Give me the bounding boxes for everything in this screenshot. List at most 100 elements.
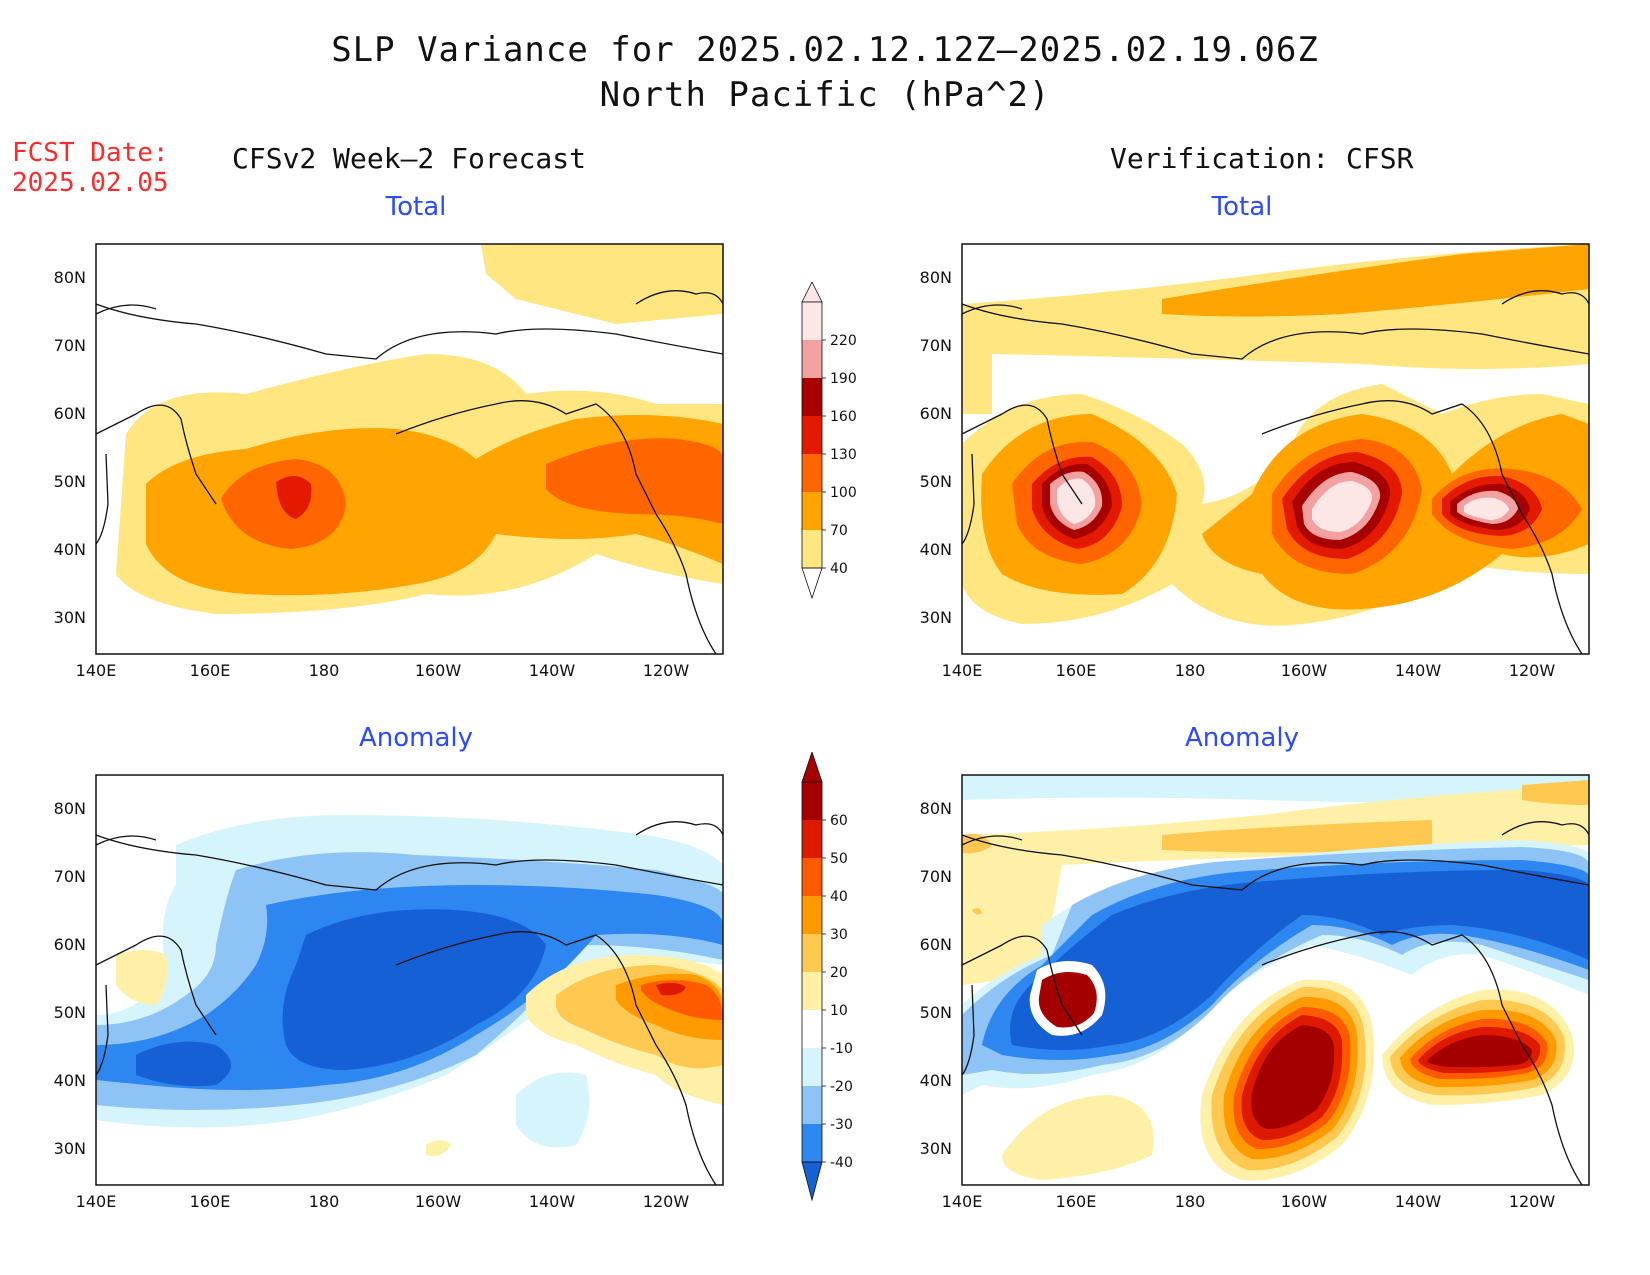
colorbar-anomaly-swatch [802,896,822,934]
map-verification-total: 80N 70N 60N 50N 40N 30N 140E 160E 180 16… [920,243,1590,680]
colorbar-anomaly-bottom-triangle [801,1161,823,1202]
svg-text:160E: 160E [1056,661,1097,680]
colorbar-anomaly-label: -20 [830,1079,853,1095]
svg-text:180: 180 [1175,1192,1206,1211]
colorbar-anomaly-swatch [802,820,822,858]
colorbar-anomaly-swatch [802,1124,822,1162]
colorbar-total-swatch [802,492,822,530]
colorbar-anomaly-label: 20 [830,965,848,981]
svg-text:160W: 160W [1281,1192,1328,1211]
svg-text:50N: 50N [920,1003,952,1022]
svg-text:60N: 60N [920,935,952,954]
colorbar-anomaly-label: -30 [830,1117,853,1133]
fcst-label: FCST Date: [12,138,169,168]
svg-text:80N: 80N [54,268,86,287]
colorbar-total-label: 70 [830,523,848,539]
lon-tick-labels: 140E 160E 180 160W 140W 120W [76,1192,690,1211]
colorbar-anomaly-swatch [802,934,822,972]
coastline [95,821,724,1186]
panel-title-forecast-total: Total [385,192,447,222]
lat-tick-labels: 80N 70N 60N 50N 40N 30N [920,268,952,627]
svg-text:40N: 40N [920,1071,952,1090]
svg-text:180: 180 [309,1192,340,1211]
svg-text:180: 180 [309,661,340,680]
colorbar-anomaly-label: -10 [830,1041,853,1057]
colorbar-anomaly-label: 40 [830,889,848,905]
svg-text:140E: 140E [76,661,117,680]
svg-text:50N: 50N [54,472,86,491]
colorbar-total-swatch [802,378,822,416]
variance-shading [962,244,1589,626]
colorbar-total-label: 100 [830,485,857,501]
colorbar-anomaly-swatch [802,1048,822,1086]
svg-text:160E: 160E [190,1192,231,1211]
svg-text:140W: 140W [529,1192,576,1211]
svg-text:60N: 60N [54,935,86,954]
colorbar-anomaly-swatch [802,782,822,820]
colorbar-anomaly-swatch [802,1086,822,1124]
colorbar-anomaly-label: 50 [830,851,848,867]
svg-text:140E: 140E [942,1192,983,1211]
svg-text:120W: 120W [1509,1192,1556,1211]
main-subtitle: North Pacific (hPa^2) [599,75,1051,115]
anomaly-shading [962,775,1589,1181]
svg-text:140W: 140W [1395,661,1442,680]
colorbar-anomaly-swatches: 60 50 40 30 20 10 -10 -20 -30 -40 [801,752,853,1202]
colorbar-total-label: 130 [830,447,857,463]
svg-text:30N: 30N [54,1139,86,1158]
svg-text:30N: 30N [920,1139,952,1158]
colorbar-total-swatch [802,340,822,378]
svg-text:180: 180 [1175,661,1206,680]
colorbar-total-swatch [802,454,822,492]
coastline [961,290,1590,655]
colorbar-total-top-triangle [801,282,823,303]
svg-text:60N: 60N [54,404,86,423]
colorbar-anomaly-label: 10 [830,1003,848,1019]
svg-text:120W: 120W [643,661,690,680]
lon-tick-labels: 140E 160E 180 160W 140W 120W [942,1192,1556,1211]
svg-text:120W: 120W [1509,661,1556,680]
colorbar-anomaly-label: 30 [830,927,848,943]
colorbar-anomaly-label: 60 [830,813,848,829]
svg-text:30N: 30N [54,608,86,627]
svg-text:120W: 120W [643,1192,690,1211]
svg-text:50N: 50N [54,1003,86,1022]
svg-text:160E: 160E [1056,1192,1097,1211]
svg-text:40N: 40N [920,540,952,559]
anomaly-shading [96,815,723,1157]
svg-text:80N: 80N [920,799,952,818]
svg-text:160W: 160W [415,1192,462,1211]
svg-text:70N: 70N [54,867,86,886]
colorbar-total: 220 190 160 130 100 70 40 [801,282,857,600]
svg-text:140E: 140E [942,661,983,680]
colorbar-total-swatch [802,416,822,454]
colorbar-total-label: 40 [830,561,848,577]
svg-text:140W: 140W [1395,1192,1442,1211]
map-forecast-anomaly: 80N 70N 60N 50N 40N 30N 140E 160E 180 16… [54,774,724,1211]
svg-text:50N: 50N [920,472,952,491]
variance-shading [116,244,723,614]
colorbar-total-label: 160 [830,409,857,425]
svg-text:160W: 160W [415,661,462,680]
coastline [961,821,1590,1186]
colorbar-total-swatches: 220 190 160 130 100 70 40 [801,282,857,600]
svg-text:40N: 40N [54,540,86,559]
lon-tick-labels: 140E 160E 180 160W 140W 120W [76,661,690,680]
lat-tick-labels: 80N 70N 60N 50N 40N 30N [54,268,86,627]
svg-text:160W: 160W [1281,661,1328,680]
panel-title-forecast-anomaly: Anomaly [358,723,474,753]
svg-text:140W: 140W [529,661,576,680]
right-column-title: Verification: CFSR [1110,142,1414,175]
svg-text:30N: 30N [920,608,952,627]
colorbar-anomaly-swatch [802,858,822,896]
colorbar-anomaly-swatch [802,972,822,1010]
colorbar-total-swatch [802,530,822,568]
svg-text:60N: 60N [920,404,952,423]
main-title: SLP Variance for 2025.02.12.12Z–2025.02.… [331,30,1319,70]
left-column-title: CFSv2 Week–2 Forecast [232,142,587,175]
svg-text:40N: 40N [54,1071,86,1090]
lon-tick-labels: 140E 160E 180 160W 140W 120W [942,661,1556,680]
svg-text:80N: 80N [920,268,952,287]
panel-title-verification-anomaly: Anomaly [1184,723,1300,753]
colorbar-anomaly-top-triangle [801,752,823,783]
